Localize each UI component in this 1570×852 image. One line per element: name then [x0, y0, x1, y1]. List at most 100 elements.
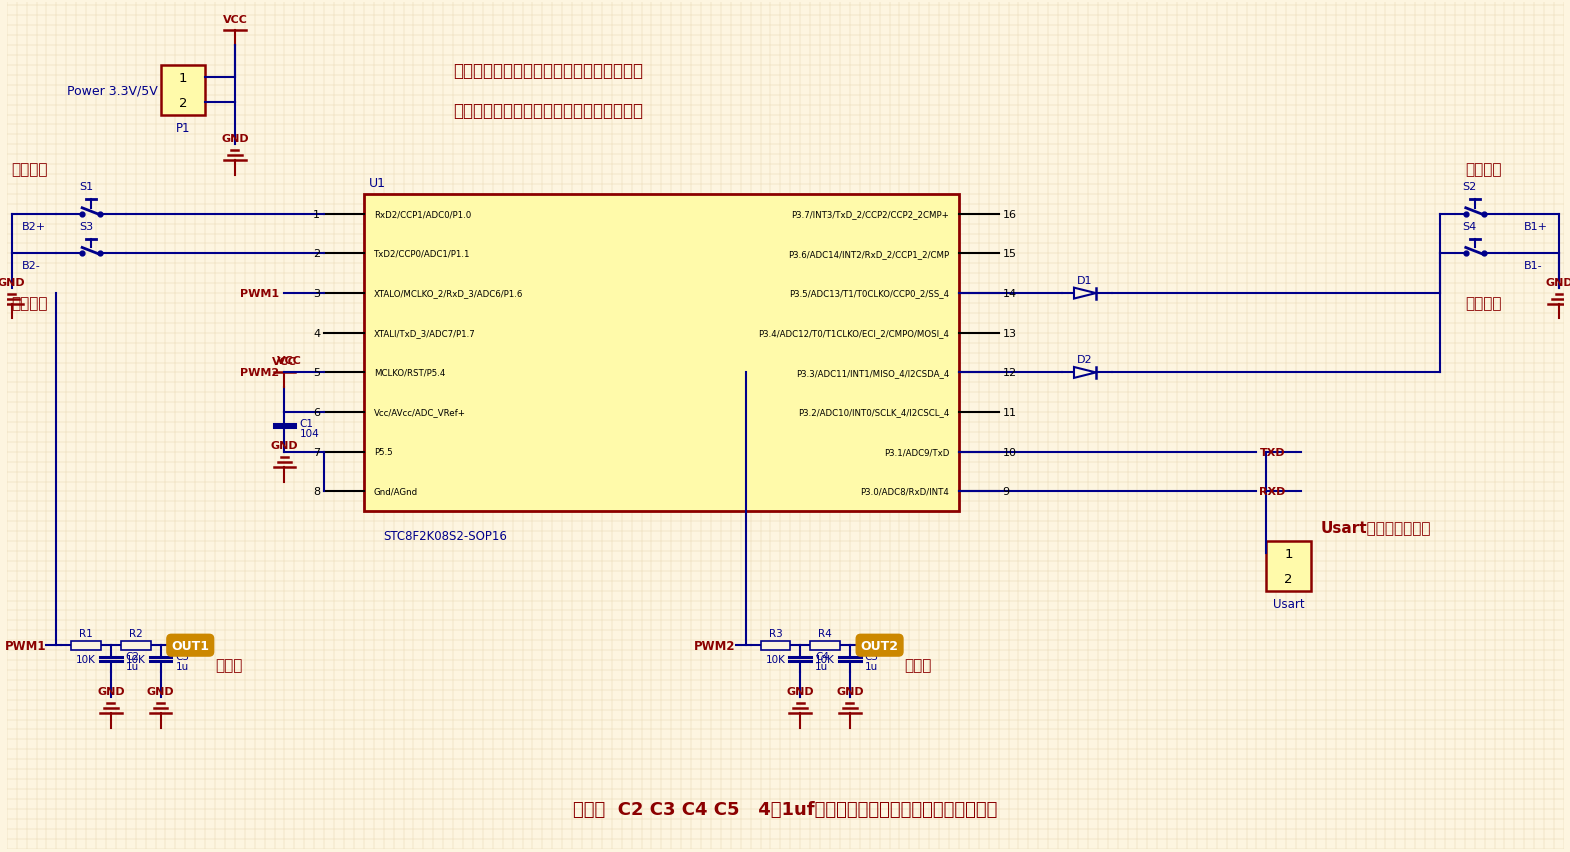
Text: GND: GND: [270, 440, 298, 451]
Text: B2+: B2+: [22, 222, 46, 232]
Text: STC8F2K08S2-SOP16: STC8F2K08S2-SOP16: [383, 530, 507, 543]
Text: 9: 9: [1003, 486, 1010, 497]
Text: ！！！  C2 C3 C4 C5   4个1uf电容必须用电解电容否则不稳定！！！: ！！！ C2 C3 C4 C5 4个1uf电容必须用电解电容否则不稳定！！！: [573, 800, 997, 818]
Text: S1: S1: [78, 181, 93, 192]
Text: 1: 1: [179, 72, 187, 84]
Text: C1: C1: [300, 418, 314, 429]
Text: R1: R1: [78, 629, 93, 638]
Text: P3.1/ADC9/TxD: P3.1/ADC9/TxD: [884, 448, 948, 457]
Text: 13: 13: [1003, 328, 1017, 338]
Text: XTALO/MCLKO_2/RxD_3/ADC6/P1.6: XTALO/MCLKO_2/RxD_3/ADC6/P1.6: [374, 289, 523, 298]
Text: GND: GND: [787, 686, 815, 696]
Text: P3.0/ADC8/RxD/INT4: P3.0/ADC8/RxD/INT4: [860, 487, 948, 497]
Text: Usart下载固件端口！: Usart下载固件端口！: [1320, 519, 1432, 534]
Text: B2-: B2-: [22, 261, 41, 271]
Text: 12: 12: [1003, 368, 1017, 378]
Text: 1u: 1u: [865, 661, 878, 671]
Text: D1: D1: [1077, 275, 1093, 285]
Text: OUT2: OUT2: [860, 639, 898, 652]
Text: 11: 11: [1003, 407, 1017, 417]
Text: Vcc/AVcc/ADC_VRef+: Vcc/AVcc/ADC_VRef+: [374, 408, 466, 417]
Text: 10K: 10K: [126, 653, 146, 664]
Text: RxD2/CCP1/ADC0/P1.0: RxD2/CCP1/ADC0/P1.0: [374, 210, 471, 219]
Text: P3.4/ADC12/T0/T1CLKO/ECI_2/CMPO/MOSI_4: P3.4/ADC12/T0/T1CLKO/ECI_2/CMPO/MOSI_4: [758, 329, 948, 338]
Text: 4: 4: [312, 328, 320, 338]
Text: P3.3/ADC11/INT1/MISO_4/I2CSDA_4: P3.3/ADC11/INT1/MISO_4/I2CSDA_4: [796, 369, 948, 377]
Text: Usart: Usart: [1273, 597, 1305, 610]
Text: MCLKO/RST/P5.4: MCLKO/RST/P5.4: [374, 369, 446, 377]
Text: 1: 1: [312, 210, 320, 220]
Text: 2: 2: [179, 96, 187, 110]
Text: GND: GND: [1545, 277, 1570, 287]
Text: 16: 16: [1003, 210, 1017, 220]
Text: 2: 2: [312, 249, 320, 259]
Text: Power 3.3V/5V: Power 3.3V/5V: [68, 84, 157, 97]
Text: GND: GND: [97, 686, 124, 696]
Text: 8: 8: [312, 486, 320, 497]
Text: 左上按键: 左上按键: [1465, 163, 1501, 177]
Bar: [760, 641, 790, 650]
Text: 3: 3: [312, 289, 320, 299]
Text: VCC: VCC: [276, 356, 301, 366]
Text: R4: R4: [818, 629, 832, 638]
Text: 10K: 10K: [766, 653, 785, 664]
Text: GND: GND: [837, 686, 864, 696]
Text: PWM1: PWM1: [240, 289, 279, 299]
Text: S2: S2: [1463, 181, 1477, 192]
Text: P3.2/ADC10/INT0/SCLK_4/I2CSCL_4: P3.2/ADC10/INT0/SCLK_4/I2CSCL_4: [798, 408, 948, 417]
Text: R2: R2: [129, 629, 143, 638]
Text: 1: 1: [1284, 547, 1294, 561]
Text: OUT1: OUT1: [171, 639, 209, 652]
Text: C4: C4: [815, 651, 829, 661]
Text: U1: U1: [369, 176, 386, 190]
Text: 右下按键: 右下按键: [11, 296, 49, 311]
Text: XTALI/TxD_3/ADC7/P1.7: XTALI/TxD_3/ADC7/P1.7: [374, 329, 476, 338]
Text: PWM2: PWM2: [694, 639, 736, 652]
Bar: [71, 641, 100, 650]
Text: 1u: 1u: [815, 661, 829, 671]
Text: 6: 6: [312, 407, 320, 417]
Text: TXD: TXD: [1259, 447, 1286, 458]
Text: RXD: RXD: [1259, 486, 1286, 497]
Text: 7: 7: [312, 447, 320, 458]
Polygon shape: [1074, 367, 1096, 378]
Text: 5: 5: [312, 368, 320, 378]
Text: 左输出: 左输出: [215, 658, 242, 673]
Text: C3: C3: [176, 651, 190, 661]
Text: 10K: 10K: [77, 653, 96, 664]
Text: 15: 15: [1003, 249, 1017, 259]
Text: GND: GND: [221, 134, 248, 144]
Bar: [364, 194, 959, 512]
Text: 10K: 10K: [815, 653, 835, 664]
Text: 右输出: 右输出: [904, 658, 931, 673]
Text: 10: 10: [1003, 447, 1017, 458]
Text: 104: 104: [300, 429, 319, 439]
Text: B1-: B1-: [1524, 261, 1543, 271]
Bar: [160, 66, 206, 115]
Text: 1u: 1u: [176, 661, 188, 671]
Text: R3: R3: [769, 629, 782, 638]
Text: TxD2/CCP0/ADC1/P1.1: TxD2/CCP0/ADC1/P1.1: [374, 250, 471, 259]
Text: VCC: VCC: [223, 15, 248, 26]
Text: 1u: 1u: [126, 661, 140, 671]
Text: D2: D2: [1077, 354, 1093, 365]
Text: S4: S4: [1463, 222, 1477, 232]
Text: S3: S3: [78, 222, 93, 232]
Text: Gnd/AGnd: Gnd/AGnd: [374, 487, 418, 497]
Text: P1: P1: [176, 121, 190, 135]
Polygon shape: [1074, 288, 1096, 299]
Text: 根据遥控器上单片机的电压选择供电电压！: 根据遥控器上单片机的电压选择供电电压！: [454, 62, 644, 80]
Text: VCC: VCC: [272, 357, 297, 367]
Text: P5.5: P5.5: [374, 448, 392, 457]
Bar: [1267, 541, 1311, 591]
Text: C5: C5: [865, 651, 879, 661]
Bar: [121, 641, 151, 650]
Text: PWM2: PWM2: [240, 368, 279, 378]
Text: P3.6/ADC14/INT2/RxD_2/CCP1_2/CMP: P3.6/ADC14/INT2/RxD_2/CCP1_2/CMP: [788, 250, 948, 259]
Text: GND: GND: [146, 686, 174, 696]
Text: P3.7/INT3/TxD_2/CCP2/CCP2_2CMP+: P3.7/INT3/TxD_2/CCP2/CCP2_2CMP+: [791, 210, 948, 219]
Text: 遥控器用多大电压这个电路就用多大电压！: 遥控器用多大电压这个电路就用多大电压！: [454, 101, 644, 119]
Text: C2: C2: [126, 651, 140, 661]
Text: 2: 2: [1284, 572, 1294, 585]
Text: P3.5/ADC13/T1/T0CLKO/CCP0_2/SS_4: P3.5/ADC13/T1/T0CLKO/CCP0_2/SS_4: [788, 289, 948, 298]
